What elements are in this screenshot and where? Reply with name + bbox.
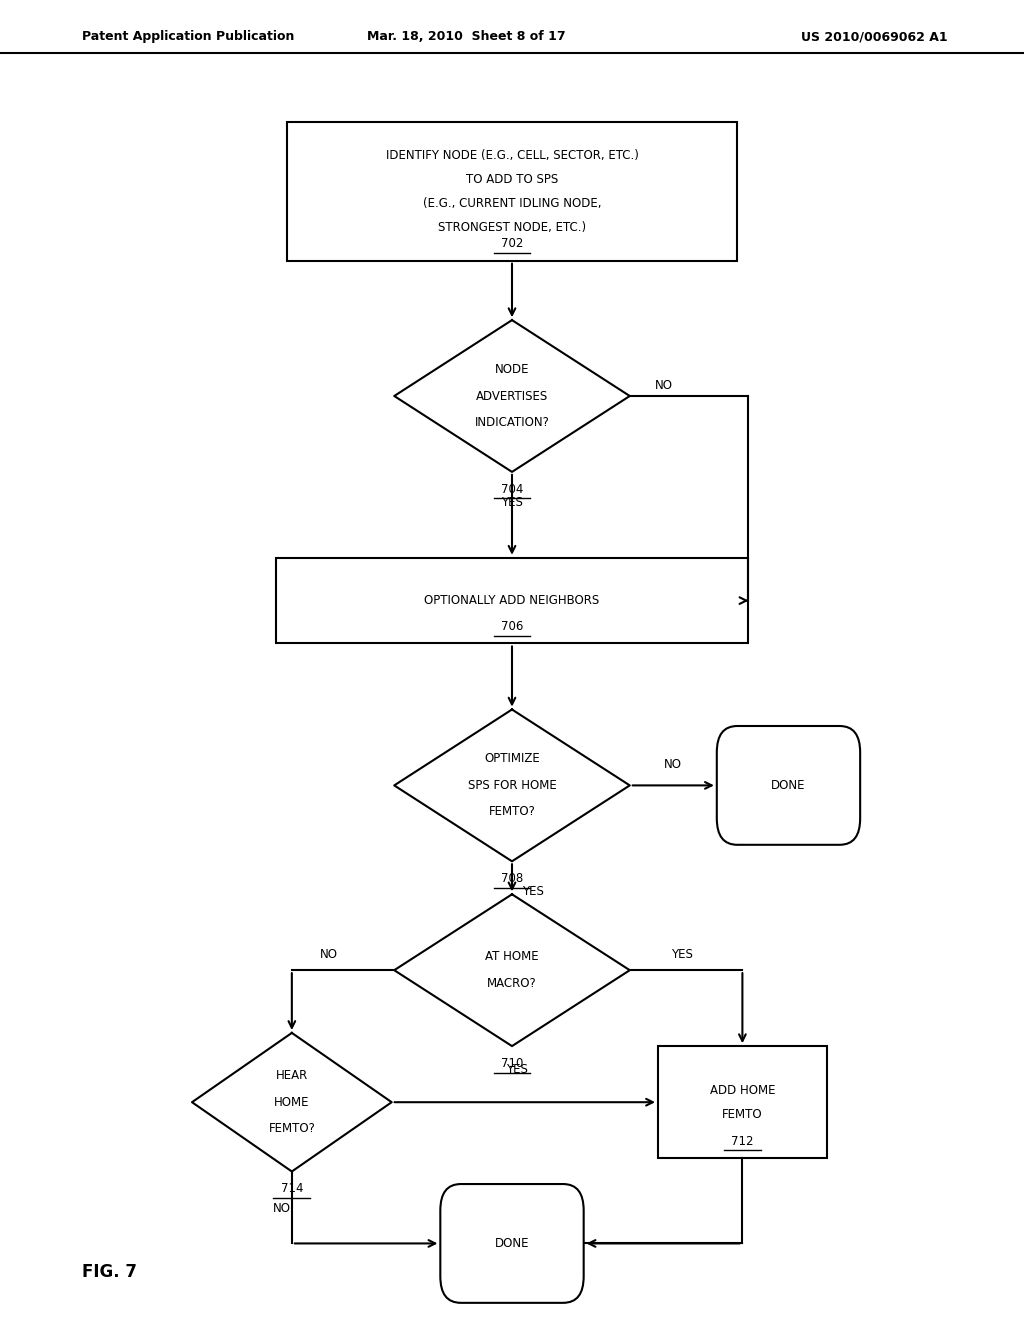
FancyBboxPatch shape [276, 557, 748, 643]
Text: INDICATION?: INDICATION? [474, 416, 550, 429]
FancyBboxPatch shape [440, 1184, 584, 1303]
Text: NO: NO [665, 758, 682, 771]
Text: 714: 714 [281, 1183, 303, 1195]
Text: FEMTO?: FEMTO? [488, 805, 536, 818]
Text: (E.G., CURRENT IDLING NODE,: (E.G., CURRENT IDLING NODE, [423, 197, 601, 210]
Text: NODE: NODE [495, 363, 529, 376]
Text: IDENTIFY NODE (E.G., CELL, SECTOR, ETC.): IDENTIFY NODE (E.G., CELL, SECTOR, ETC.) [386, 149, 638, 162]
Text: ADD HOME: ADD HOME [710, 1084, 775, 1097]
Text: FEMTO?: FEMTO? [268, 1122, 315, 1135]
Text: YES: YES [501, 496, 523, 508]
Text: 708: 708 [501, 873, 523, 884]
Text: STRONGEST NODE, ETC.): STRONGEST NODE, ETC.) [438, 220, 586, 234]
Text: Patent Application Publication: Patent Application Publication [82, 30, 294, 44]
Text: AT HOME: AT HOME [485, 950, 539, 964]
Text: 704: 704 [501, 483, 523, 495]
Text: DONE: DONE [771, 779, 806, 792]
Text: NO: NO [272, 1203, 291, 1214]
Text: 702: 702 [501, 238, 523, 249]
Text: DONE: DONE [495, 1237, 529, 1250]
Text: MACRO?: MACRO? [487, 977, 537, 990]
Text: FIG. 7: FIG. 7 [82, 1263, 137, 1282]
Text: HEAR: HEAR [275, 1069, 308, 1082]
Text: Mar. 18, 2010  Sheet 8 of 17: Mar. 18, 2010 Sheet 8 of 17 [367, 30, 565, 44]
FancyBboxPatch shape [287, 123, 737, 261]
Text: NO: NO [319, 948, 338, 961]
Text: 706: 706 [501, 620, 523, 632]
Text: YES: YES [671, 948, 692, 961]
FancyBboxPatch shape [657, 1045, 827, 1159]
Text: OPTIMIZE: OPTIMIZE [484, 752, 540, 766]
Text: NO: NO [655, 379, 674, 392]
Text: SPS FOR HOME: SPS FOR HOME [468, 779, 556, 792]
Text: TO ADD TO SPS: TO ADD TO SPS [466, 173, 558, 186]
Text: US 2010/0069062 A1: US 2010/0069062 A1 [801, 30, 947, 44]
Text: OPTIONALLY ADD NEIGHBORS: OPTIONALLY ADD NEIGHBORS [424, 594, 600, 607]
Text: HOME: HOME [274, 1096, 309, 1109]
Text: FEMTO: FEMTO [722, 1107, 763, 1121]
Text: ADVERTISES: ADVERTISES [476, 389, 548, 403]
Text: YES: YES [521, 886, 544, 898]
Text: YES: YES [506, 1063, 528, 1076]
FancyBboxPatch shape [717, 726, 860, 845]
Text: 710: 710 [501, 1057, 523, 1069]
Text: 712: 712 [731, 1135, 754, 1147]
